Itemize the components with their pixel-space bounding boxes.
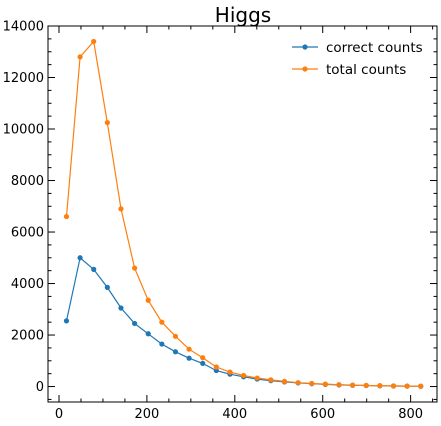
data-point-1-19 (322, 381, 328, 387)
data-point-0-4 (118, 305, 124, 311)
data-point-1-24 (390, 383, 397, 389)
data-point-0-8 (172, 349, 179, 355)
y-tick-label: 2000 (11, 329, 44, 344)
data-point-0-7 (159, 341, 165, 347)
y-tick-label: 8000 (11, 174, 44, 189)
data-point-0-10 (200, 360, 206, 366)
data-point-0-6 (145, 331, 151, 337)
data-point-0-5 (131, 320, 138, 327)
data-point-1-5 (131, 265, 138, 271)
y-tick-label: 6000 (11, 226, 44, 241)
data-point-1-20 (336, 382, 342, 388)
x-tick-label: 800 (398, 407, 423, 422)
data-point-1-13 (240, 372, 247, 379)
series-line-0 (65, 256, 421, 387)
data-point-1-25 (404, 383, 410, 389)
data-point-1-8 (172, 333, 179, 339)
data-point-0-0 (63, 318, 70, 324)
legend: correct counts total counts (292, 40, 423, 78)
data-point-1-17 (295, 380, 301, 386)
data-point-0-11 (213, 367, 219, 374)
x-tick-label: 200 (134, 407, 159, 422)
legend-marker-1 (302, 66, 308, 72)
x-tick-label: 0 (55, 407, 63, 422)
data-point-0-1 (77, 255, 83, 261)
data-point-1-10 (200, 355, 206, 361)
data-point-1-15 (268, 377, 274, 383)
x-tick-label: 600 (310, 407, 335, 422)
data-point-1-12 (227, 369, 233, 375)
data-point-1-16 (281, 378, 288, 384)
data-point-1-21 (350, 382, 356, 388)
y-tick-label: 4000 (11, 277, 44, 292)
data-point-1-7 (159, 319, 165, 325)
data-point-1-23 (377, 383, 383, 389)
data-point-1-14 (254, 375, 260, 381)
y-tick-label: 14000 (3, 20, 44, 35)
legend-label-0: correct counts (326, 40, 423, 56)
data-point-1-11 (213, 364, 219, 370)
series-line-1 (65, 40, 421, 387)
data-point-1-22 (363, 382, 369, 389)
y-tick-label: 0 (36, 380, 44, 395)
data-point-1-26 (418, 383, 424, 389)
legend-marker-0 (302, 44, 308, 50)
data-point-1-9 (186, 346, 192, 352)
x-tick-label: 400 (222, 407, 247, 422)
plot-frame (47, 25, 438, 403)
plot-area (63, 38, 424, 389)
data-point-1-3 (104, 119, 110, 126)
data-point-1-0 (63, 213, 70, 220)
data-point-0-3 (104, 284, 110, 290)
chart-title: Higgs (215, 3, 271, 27)
data-point-1-18 (309, 380, 315, 387)
data-point-0-2 (91, 266, 97, 272)
data-point-1-1 (77, 54, 83, 60)
axes: 0 200 400 600 800020004000600080001000012000… (3, 20, 438, 422)
legend-label-1: total counts (326, 62, 406, 78)
data-point-1-4 (118, 206, 124, 212)
data-point-1-6 (145, 297, 151, 303)
data-point-1-2 (91, 38, 97, 45)
data-point-0-9 (186, 355, 192, 361)
y-tick-label: 12000 (3, 71, 44, 86)
y-tick-label: 10000 (3, 123, 44, 138)
